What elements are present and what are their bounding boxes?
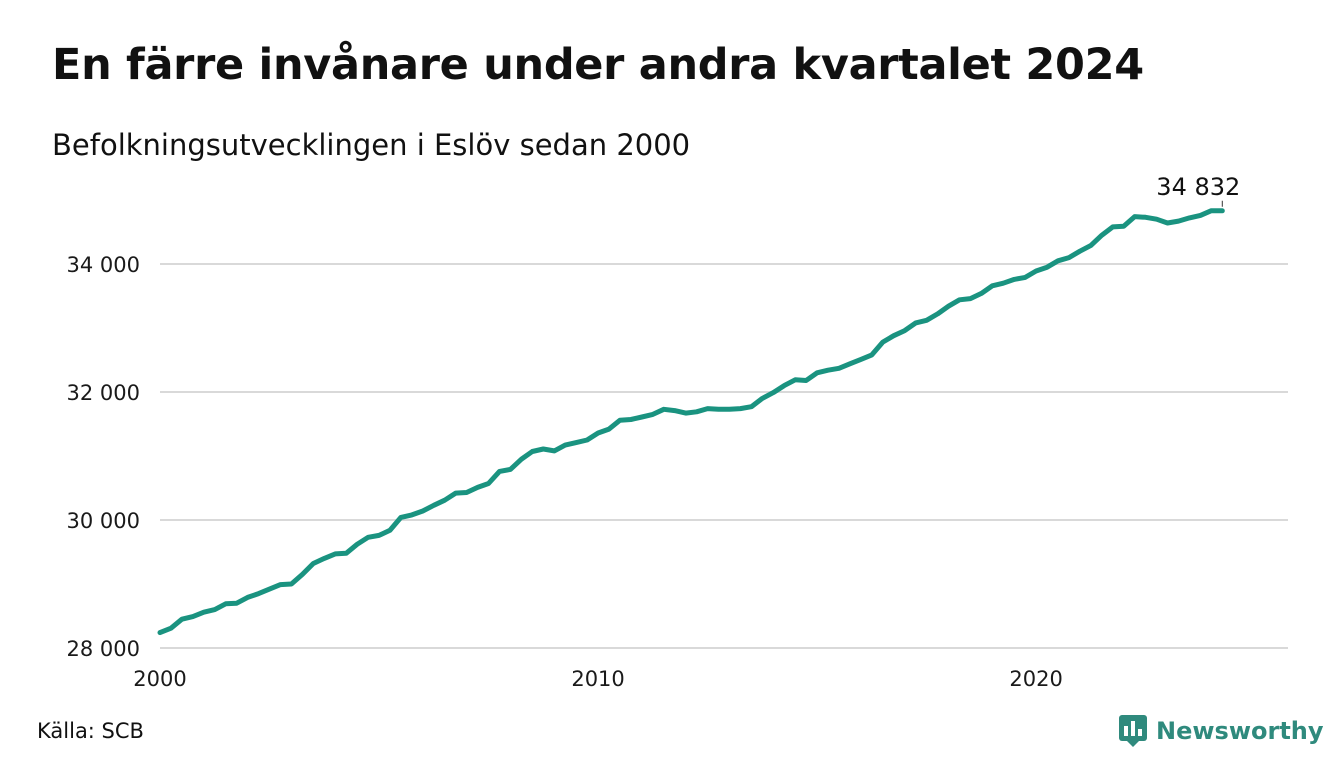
x-tick-label: 2020 <box>1009 667 1062 691</box>
newsworthy-logo-icon <box>1119 715 1147 747</box>
chart-subtitle: Befolkningsutvecklingen i Eslöv sedan 20… <box>52 128 691 162</box>
population-line <box>157 208 1225 636</box>
brand-name: Newsworthy <box>1156 717 1324 745</box>
y-axis-tick-labels: 28 000 30 000 32 000 34 000 <box>67 253 140 661</box>
x-axis-tick-labels: 2000 2010 2020 <box>133 667 1063 691</box>
y-tick-label: 28 000 <box>67 637 140 661</box>
chart-title: En färre invånare under andra kvartalet … <box>52 40 1144 90</box>
source-note: Källa: SCB <box>37 719 144 743</box>
series-layer <box>157 208 1225 636</box>
y-tick-label: 30 000 <box>67 509 140 533</box>
annotations: 34 832 <box>1156 173 1240 207</box>
brand-logo[interactable]: Newsworthy <box>1118 714 1324 748</box>
x-tick-label: 2000 <box>133 667 186 691</box>
y-tick-label: 34 000 <box>67 253 140 277</box>
end-value-label: 34 832 <box>1156 173 1240 201</box>
gridlines <box>160 263 1288 649</box>
x-tick-label: 2010 <box>571 667 624 691</box>
y-tick-label: 32 000 <box>67 381 140 405</box>
